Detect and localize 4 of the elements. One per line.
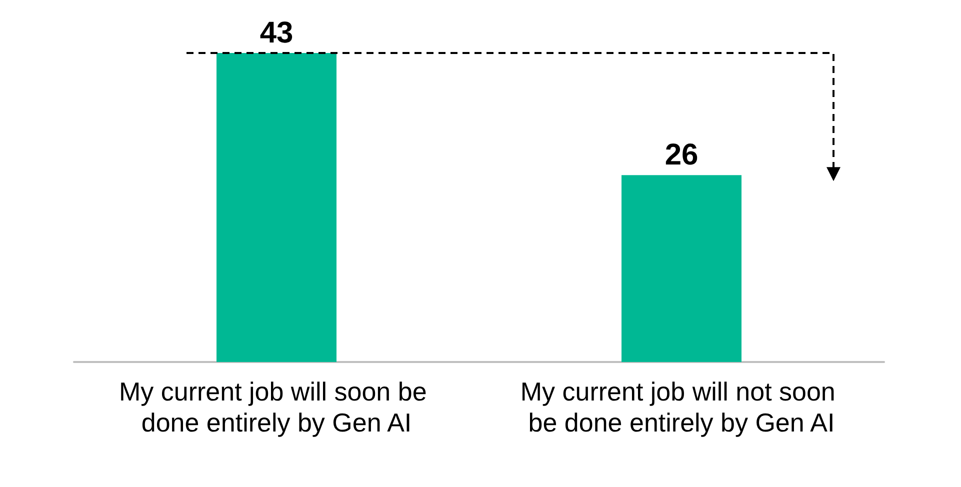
x-tick-label: My current job will soon be done entirely by Gen AI	[118, 376, 434, 438]
data-label: 26	[664, 138, 698, 172]
data-label: 43	[260, 16, 294, 50]
x-tick-label: My current job will not soon be done entirely by Gen AI	[520, 376, 843, 438]
